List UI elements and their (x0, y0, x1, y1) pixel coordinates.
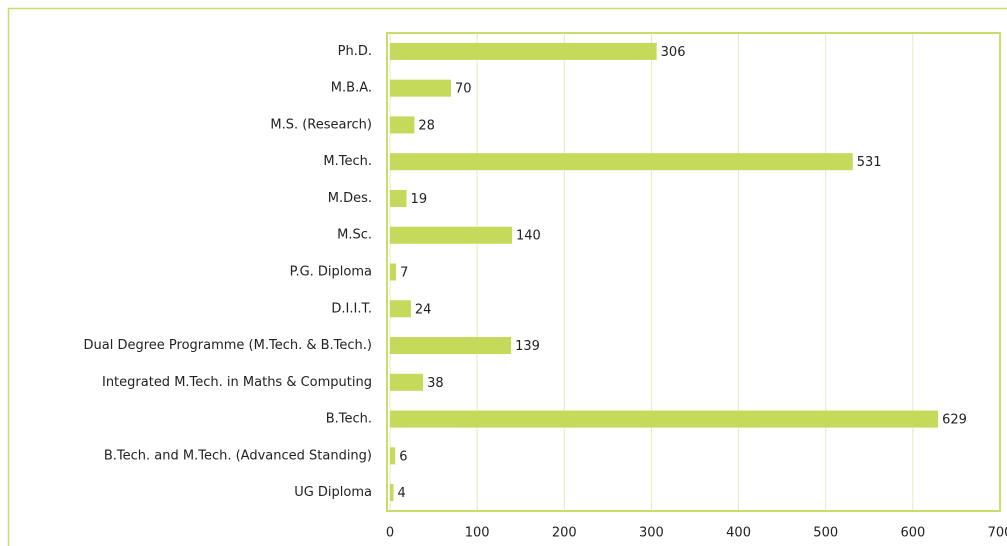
value-label: 139 (515, 339, 540, 354)
value-label: 7 (400, 266, 408, 281)
bar (390, 447, 396, 465)
y-tick-label: M.Tech. (323, 154, 372, 169)
y-tick-label: B.Tech. (326, 412, 372, 427)
value-label: 19 (411, 192, 428, 207)
y-tick-label: Dual Degree Programme (M.Tech. & B.Tech.… (84, 338, 373, 353)
bar (390, 189, 407, 207)
x-tick-label: 100 (465, 526, 490, 541)
value-label: 531 (857, 155, 882, 170)
bar (390, 337, 512, 355)
x-tick-label: 300 (639, 526, 664, 541)
value-label: 140 (516, 229, 541, 244)
bar (390, 300, 411, 318)
y-tick-label: D.I.I.T. (331, 301, 372, 316)
y-tick-label: UG Diploma (294, 485, 372, 500)
plot-frame (386, 32, 1001, 512)
value-label: 70 (455, 82, 472, 97)
y-tick-label: Ph.D. (338, 44, 372, 59)
bar (390, 116, 415, 134)
value-label: 6 (399, 449, 407, 464)
y-tick-label: P.G. Diploma (290, 265, 372, 280)
y-tick-label: B.Tech. and M.Tech. (Advanced Standing) (104, 448, 372, 463)
value-label: 24 (415, 302, 432, 317)
x-tick-label: 500 (813, 526, 838, 541)
x-tick-label: 200 (552, 526, 577, 541)
y-tick-label: Integrated M.Tech. in Maths & Computing (102, 375, 372, 390)
bar (390, 226, 512, 244)
x-tick-label: 600 (900, 526, 925, 541)
bar (390, 373, 424, 391)
bar (390, 263, 397, 281)
bar (390, 42, 657, 60)
value-label: 306 (661, 45, 686, 60)
bar (390, 79, 451, 97)
y-tick-label: M.S. (Research) (270, 117, 372, 132)
y-tick-label: M.Des. (328, 191, 372, 206)
x-tick-label: 400 (726, 526, 751, 541)
bar (390, 410, 939, 428)
y-tick-label: M.Sc. (337, 228, 372, 243)
value-label: 4 (397, 486, 405, 501)
value-label: 38 (427, 376, 444, 391)
y-tick-label: M.B.A. (331, 81, 372, 96)
x-tick-label: 700 (988, 526, 1007, 541)
value-label: 28 (418, 118, 435, 133)
value-label: 629 (942, 413, 967, 428)
outer-frame (7, 7, 1007, 546)
x-tick-label: 0 (386, 526, 394, 541)
bar (390, 484, 394, 502)
bar (390, 153, 853, 171)
